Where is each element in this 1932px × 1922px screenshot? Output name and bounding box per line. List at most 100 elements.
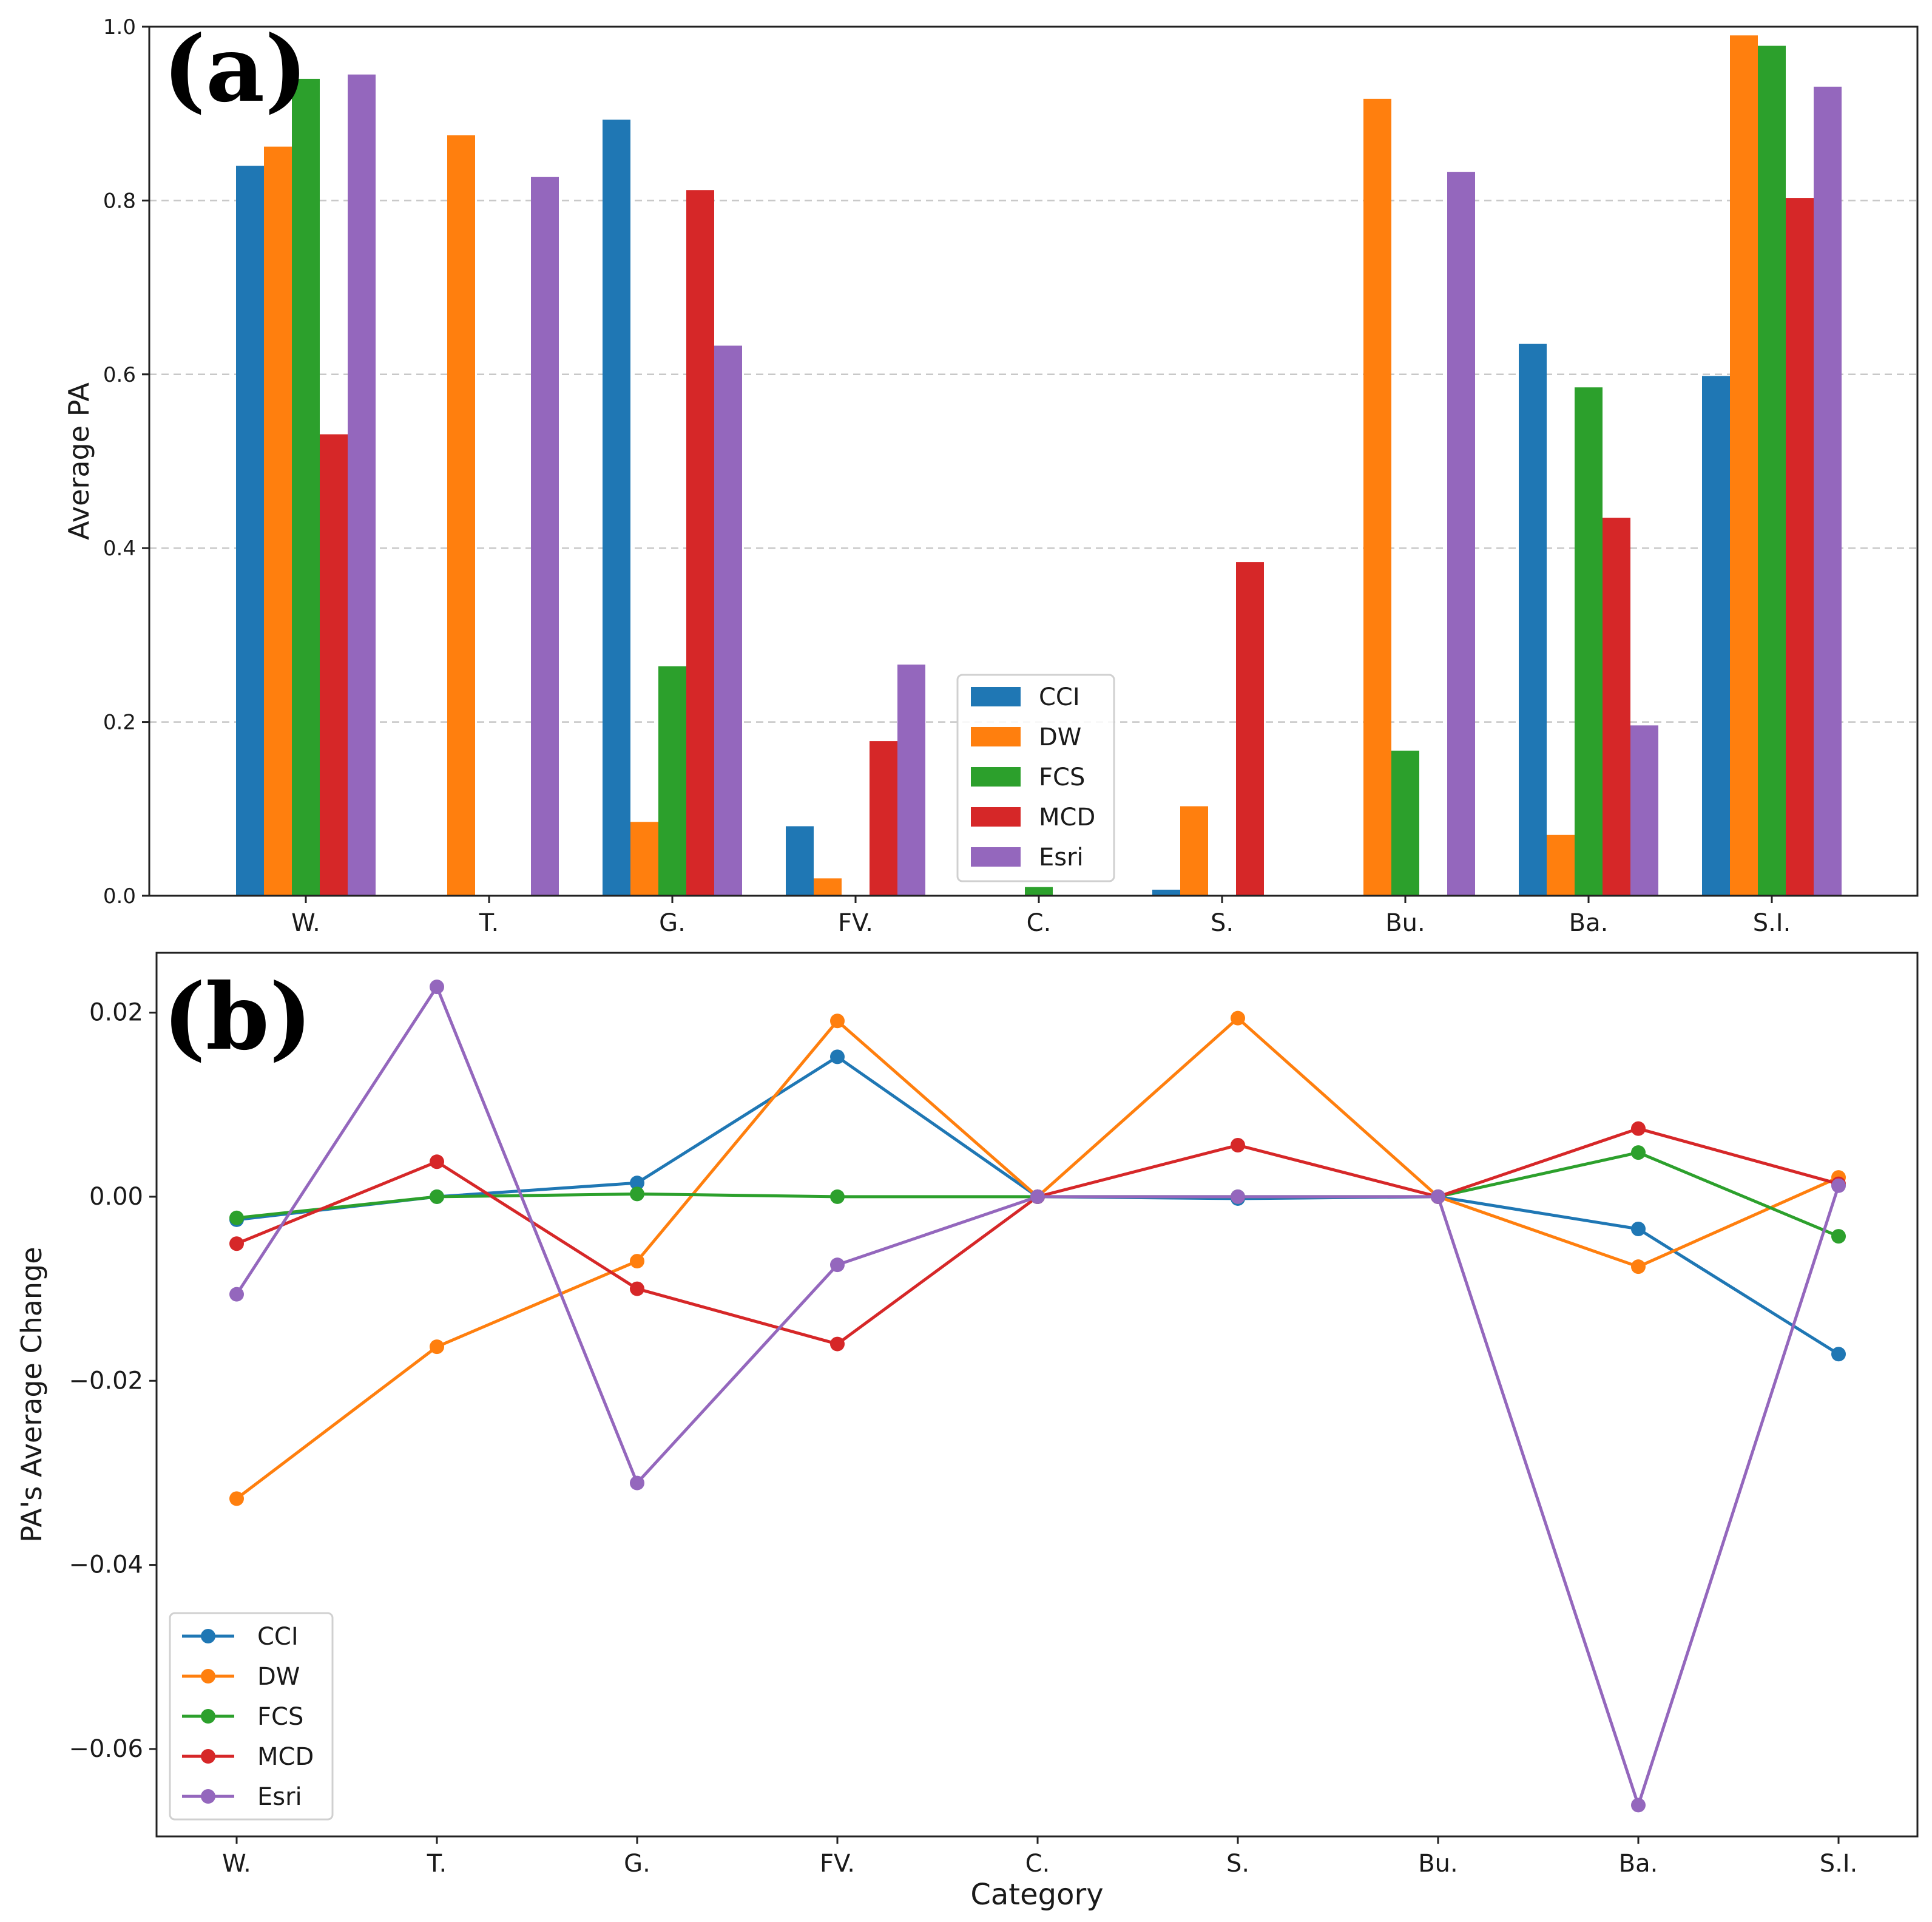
panel-label-b: (b) bbox=[163, 964, 312, 1071]
y-axis-label: PA's Average Change bbox=[15, 1247, 48, 1542]
point-fcs-t bbox=[430, 1189, 444, 1204]
legend-marker-dw bbox=[201, 1669, 215, 1683]
line-cci bbox=[236, 1055, 1840, 1356]
point-fcs-g bbox=[630, 1186, 644, 1202]
point-esri-s-i bbox=[1831, 1178, 1846, 1193]
legend-label-fcs: FCS bbox=[1039, 763, 1085, 791]
bar-mcd-ba bbox=[1603, 518, 1630, 896]
point-dw-fv bbox=[830, 1013, 845, 1029]
legend-label-fcs: FCS bbox=[257, 1703, 303, 1731]
bar-fcs-ba bbox=[1575, 387, 1603, 896]
legend-marker-esri bbox=[201, 1789, 215, 1804]
point-cci-s-i bbox=[1831, 1347, 1846, 1362]
x-tick-label: Ba. bbox=[1619, 1850, 1658, 1878]
point-mcd-ba bbox=[1631, 1121, 1646, 1136]
x-tick-label: Bu. bbox=[1418, 1850, 1458, 1878]
bar-cci-ba bbox=[1519, 343, 1547, 896]
bar-fcs-w bbox=[292, 78, 320, 896]
point-dw-w bbox=[229, 1491, 244, 1506]
chart-panel-a: 0.0 0.2 0.4 0.6 0.8 1.0 W. T. G. FV. C. S. Bu. Ba. S.I… bbox=[62, 15, 1919, 937]
x-tick-label: FV. bbox=[838, 909, 873, 937]
line-dw bbox=[235, 1017, 1840, 1500]
legend-swatch-dw bbox=[971, 727, 1021, 746]
legend-marker-mcd bbox=[201, 1749, 215, 1764]
x-tick-label: G. bbox=[624, 1850, 650, 1878]
chart-panel-b: 0.02 0.00 −0.02 −0.04 −0.06 W. T. G. FV. C. S. Bu. B… bbox=[15, 952, 1919, 1912]
bar-mcd-g bbox=[686, 190, 714, 896]
bar-fcs-g bbox=[658, 666, 686, 896]
legend-swatch-fcs bbox=[971, 767, 1021, 787]
point-esri-t bbox=[430, 980, 444, 995]
point-esri-c bbox=[1030, 1189, 1045, 1204]
point-fcs-ba bbox=[1631, 1145, 1646, 1160]
x-tick-label: Ba. bbox=[1569, 909, 1609, 937]
bar-fcs-s-i bbox=[1758, 46, 1786, 896]
x-tick-label: S.I. bbox=[1753, 909, 1791, 937]
point-mcd-w bbox=[229, 1236, 244, 1251]
bar-esri-w bbox=[348, 74, 376, 896]
bar-esri-s-i bbox=[1814, 86, 1842, 896]
line-esri bbox=[235, 985, 1840, 1807]
x-tick-label: G. bbox=[659, 909, 686, 937]
y-axis-label: Average PA bbox=[62, 382, 95, 540]
bar-esri-ba bbox=[1630, 725, 1658, 896]
point-mcd-s bbox=[1231, 1137, 1245, 1152]
x-tick-label: T. bbox=[479, 909, 499, 937]
point-fcs-s-i bbox=[1831, 1229, 1846, 1244]
x-tick-label: S. bbox=[1226, 1850, 1249, 1878]
legend-swatch-mcd bbox=[971, 807, 1021, 827]
point-esri-bu bbox=[1431, 1189, 1445, 1204]
legend-marker-fcs bbox=[201, 1709, 215, 1724]
bar-mcd-w bbox=[320, 434, 348, 896]
bar-mcd-s bbox=[1236, 562, 1264, 896]
bar-dw-t bbox=[447, 135, 475, 896]
y-tick-label: 0.00 bbox=[89, 1183, 143, 1211]
legend-marker-cci bbox=[201, 1629, 215, 1643]
point-esri-w bbox=[229, 1287, 244, 1302]
point-fcs-w bbox=[229, 1210, 244, 1225]
bar-mcd-s-i bbox=[1786, 198, 1814, 896]
point-esri-s bbox=[1231, 1189, 1245, 1204]
legend-label-cci: CCI bbox=[257, 1623, 299, 1651]
y-tick-label: 0.0 bbox=[103, 884, 136, 909]
y-tick-label: −0.06 bbox=[69, 1735, 143, 1763]
bar-cci-w bbox=[236, 166, 264, 896]
point-dw-g bbox=[630, 1254, 644, 1269]
y-tick-label: 0.2 bbox=[103, 711, 136, 735]
point-mcd-fv bbox=[830, 1336, 845, 1352]
legend-box bbox=[169, 1612, 334, 1821]
legend-label-dw: DW bbox=[1039, 723, 1081, 751]
bar-cci-g bbox=[603, 120, 630, 896]
bar-mcd-fv bbox=[870, 741, 897, 896]
plot-frame bbox=[155, 952, 1919, 1838]
bar-cci-s-i bbox=[1702, 376, 1730, 896]
point-esri-ba bbox=[1631, 1798, 1646, 1813]
point-cci-fv bbox=[830, 1049, 845, 1064]
x-tick-label: W. bbox=[291, 909, 320, 937]
point-dw-s bbox=[1231, 1010, 1245, 1026]
bar-dw-ba bbox=[1547, 834, 1575, 896]
x-tick-label: Bu. bbox=[1385, 909, 1425, 937]
bar-dw-g bbox=[630, 822, 658, 896]
y-tick-label: 0.8 bbox=[103, 189, 136, 213]
legend-b: CCI DW FCS MCD Esri bbox=[169, 1612, 334, 1821]
x-tick-label: S.I. bbox=[1820, 1850, 1858, 1878]
point-esri-g bbox=[630, 1475, 644, 1491]
legend-box bbox=[956, 674, 1115, 882]
point-dw-t bbox=[430, 1339, 444, 1355]
y-tick-label: 1.0 bbox=[103, 15, 136, 39]
legend-label-esri: Esri bbox=[1039, 844, 1084, 871]
bar-dw-w bbox=[264, 146, 292, 896]
bar-esri-t bbox=[531, 177, 559, 896]
x-tick-label: T. bbox=[427, 1850, 447, 1878]
legend-a: CCI DW FCS MCD Esri bbox=[956, 674, 1115, 882]
point-dw-ba bbox=[1631, 1259, 1646, 1274]
legend-label-mcd: MCD bbox=[257, 1743, 314, 1771]
legend-swatch-cci bbox=[971, 687, 1021, 706]
bar-dw-s bbox=[1180, 806, 1208, 896]
legend-label-mcd: MCD bbox=[1039, 804, 1095, 831]
point-cci-g bbox=[630, 1176, 644, 1191]
bar-cci-fv bbox=[786, 826, 814, 896]
bar-esri-bu bbox=[1447, 172, 1475, 896]
